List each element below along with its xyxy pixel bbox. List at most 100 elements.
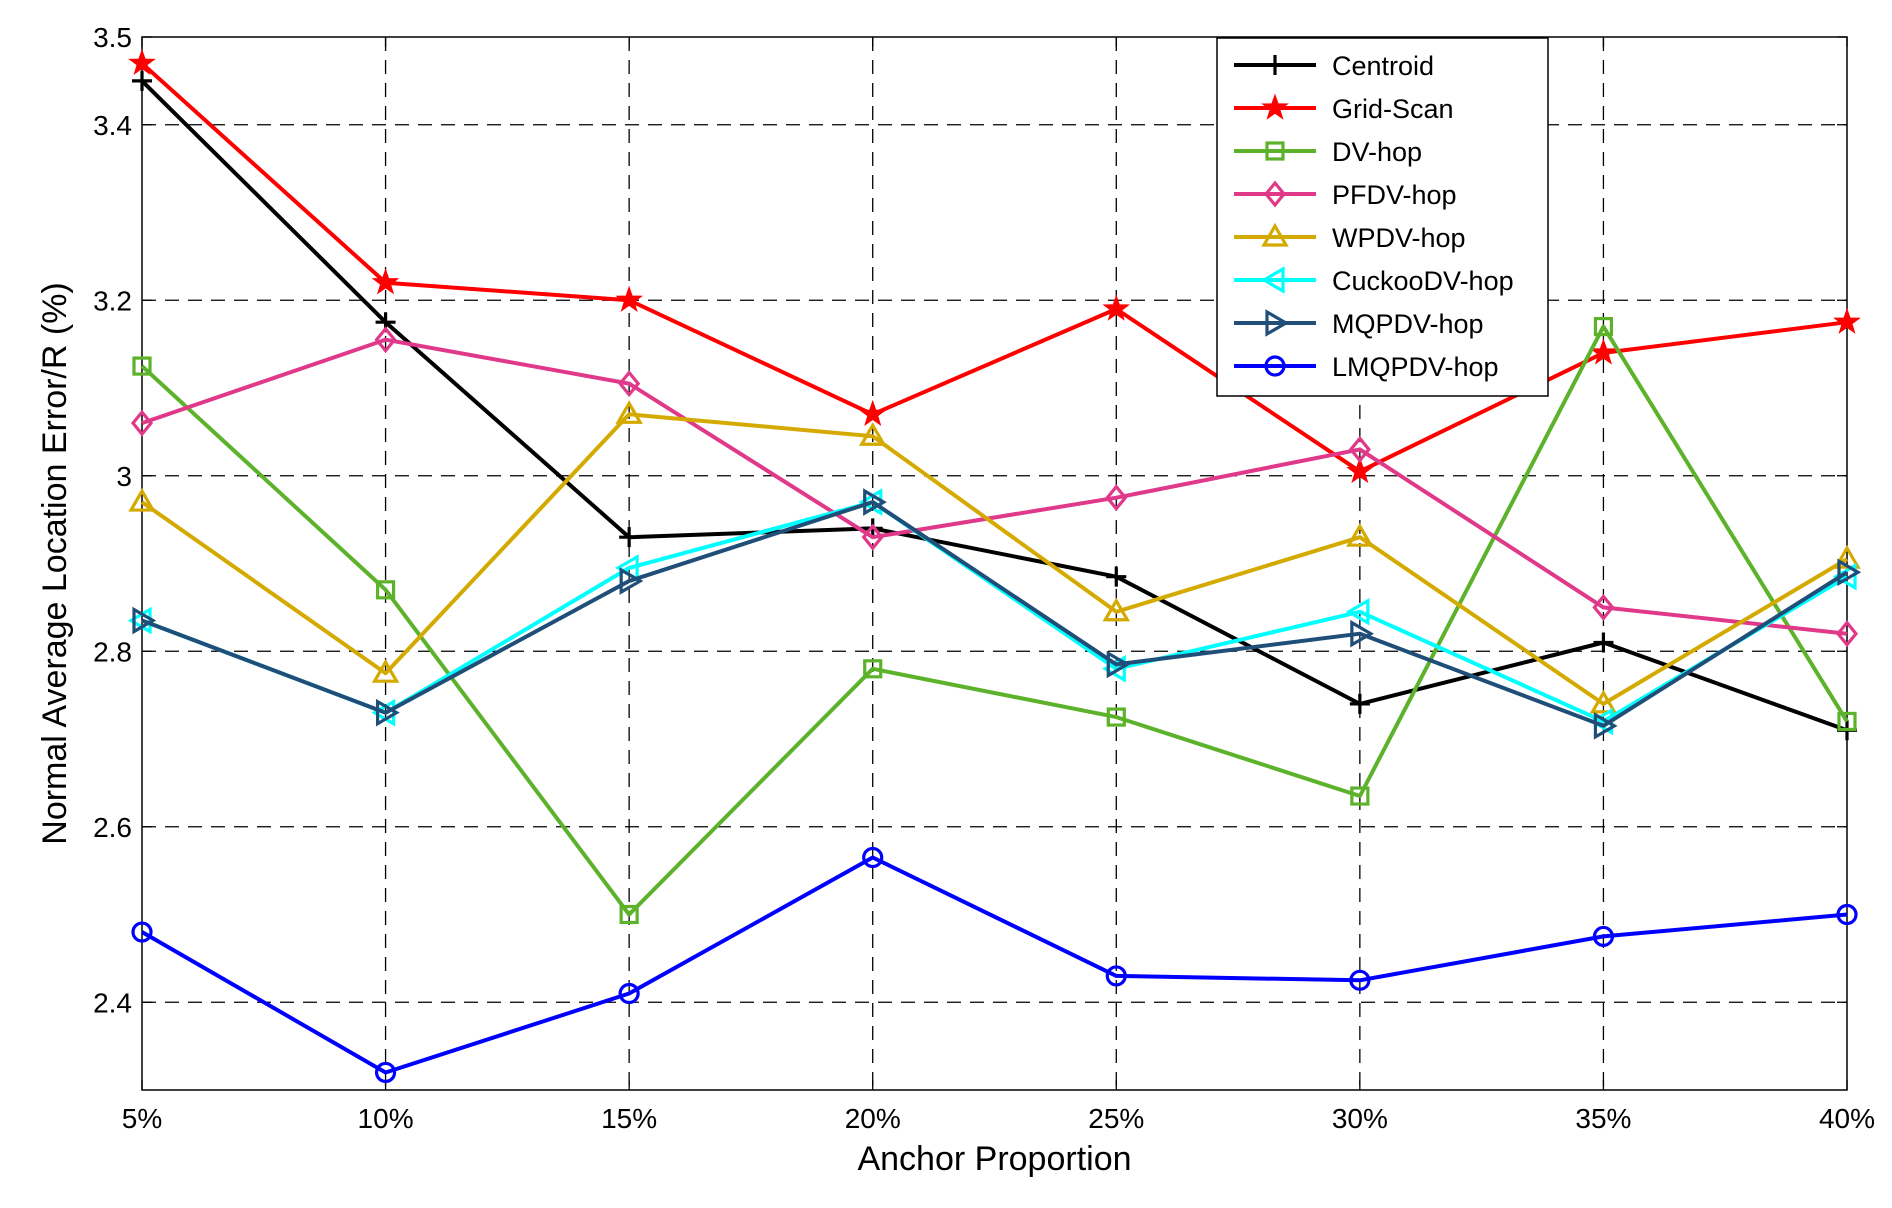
legend-label: CuckooDV-hop: [1332, 266, 1514, 296]
data-point-dv-hop: [375, 580, 396, 600]
grid: [142, 37, 1847, 1090]
series-pfdv-hop: [130, 326, 1859, 648]
data-point-wpdv-hop: [1346, 522, 1374, 547]
data-point-centroid: [132, 70, 152, 91]
data-point-mqpdv-hop: [132, 606, 157, 635]
x-tick-label: 20%: [845, 1103, 901, 1134]
data-point-mqpdv-hop: [1593, 712, 1618, 740]
data-point-centroid: [1349, 693, 1370, 714]
y-tick-label: 3.5: [93, 22, 132, 53]
x-tick-label: 25%: [1088, 1103, 1144, 1134]
legend-item-dv-hop: DV-hop: [1234, 137, 1422, 167]
series-centroid: [132, 70, 1857, 741]
data-point-grid-scan: [1102, 294, 1131, 321]
y-tick-label: 2.4: [93, 987, 132, 1018]
data-point-pfdv-hop: [861, 523, 884, 551]
data-point-pfdv-hop: [1348, 435, 1371, 463]
legend-label: PFDV-hop: [1332, 180, 1457, 210]
series-line-cuckoodv-hop: [141, 500, 1849, 724]
legend-swatch-marker: [1261, 93, 1289, 120]
data-point-centroid: [1106, 566, 1127, 587]
series-wpdv-hop: [128, 400, 1861, 714]
series-mqpdv-hop: [132, 488, 1862, 740]
data-point-wpdv-hop: [858, 422, 887, 446]
data-point-grid-scan: [128, 48, 156, 76]
series-line-dv-hop: [140, 324, 1849, 917]
data-point-pfdv-hop: [618, 370, 641, 398]
legend-label: MQPDV-hop: [1332, 309, 1484, 339]
legend-item-grid-scan: Grid-Scan: [1234, 93, 1454, 124]
data-point-mqpdv-hop: [1350, 619, 1375, 648]
legend-swatch-marker: [1260, 266, 1285, 294]
legend-swatch-marker: [1265, 309, 1290, 337]
series-line-centroid: [140, 79, 1848, 733]
data-point-lmqpdv-hop: [1105, 965, 1127, 987]
data-point-dv-hop: [132, 356, 152, 376]
data-point-dv-hop: [863, 659, 883, 679]
y-tick-label: 3: [116, 461, 132, 492]
data-point-pfdv-hop: [1105, 484, 1128, 512]
x-tick-label: 5%: [122, 1103, 162, 1134]
data-point-grid-scan: [1833, 307, 1861, 334]
data-point-grid-scan: [371, 268, 400, 295]
legend-swatch-marker: [1264, 355, 1286, 377]
data-point-pfdv-hop: [130, 409, 154, 437]
y-tick-label: 3.2: [93, 285, 132, 316]
legend-item-centroid: Centroid: [1234, 51, 1434, 81]
data-point-centroid: [1593, 632, 1614, 653]
axis-ticks: 5% 10% 15% 20% 25% 30% 35% 40% 2.4 2.6 2.8 3 3.2 3.4 3…: [93, 22, 1875, 1134]
series-dv-hop: [132, 316, 1857, 925]
data-point-wpdv-hop: [371, 658, 400, 683]
series-grid-scan: [128, 48, 1861, 484]
legend-item-pfdv-hop: PFDV-hop: [1234, 180, 1457, 210]
x-tick-label: 10%: [358, 1103, 414, 1134]
series-line-pfdv-hop: [141, 337, 1848, 636]
legend-swatch-marker: [1263, 180, 1287, 208]
data-point-lmqpdv-hop: [374, 1061, 397, 1084]
data-point-lmqpdv-hop: [131, 921, 153, 943]
data-point-grid-scan: [1346, 456, 1374, 484]
data-point-pfdv-hop: [1835, 620, 1859, 648]
plot-area-frame: [141, 36, 1848, 1091]
data-point-mqpdv-hop: [1106, 650, 1131, 679]
data-point-lmqpdv-hop: [618, 982, 640, 1005]
legend: Centroid Grid-Scan DV-hop PFDV-hop WPDV-hop C…: [1216, 37, 1549, 397]
data-point-mqpdv-hop: [1837, 558, 1862, 587]
data-point-wpdv-hop: [1589, 689, 1618, 714]
data-point-lmqpdv-hop: [862, 846, 884, 869]
series-line-grid-scan: [140, 61, 1848, 474]
legend-item-wpdv-hop: WPDV-hop: [1234, 222, 1466, 253]
series-lmqpdv-hop: [131, 846, 1858, 1084]
y-tick-label: 3.4: [93, 110, 132, 141]
x-tick-label: 30%: [1332, 1103, 1388, 1134]
series-line-lmqpdv-hop: [141, 855, 1848, 1075]
legend-item-cuckoodv-hop: CuckooDV-hop: [1234, 266, 1514, 296]
data-point-grid-scan: [1589, 338, 1618, 365]
data-point-lmqpdv-hop: [1836, 903, 1858, 926]
legend-label: Grid-Scan: [1332, 94, 1454, 124]
x-tick-label: 35%: [1575, 1103, 1631, 1134]
data-point-lmqpdv-hop: [1349, 969, 1371, 991]
legend-label: LMQPDV-hop: [1332, 352, 1499, 382]
x-axis-title: Anchor Proportion: [857, 1140, 1131, 1178]
data-point-centroid: [619, 527, 640, 548]
data-point-wpdv-hop: [615, 400, 643, 424]
series-line-mqpdv-hop: [141, 500, 1849, 728]
data-point-mqpdv-hop: [619, 567, 644, 595]
data-point-grid-scan: [615, 285, 643, 313]
data-point-dv-hop: [1837, 711, 1857, 732]
data-point-cuckoodv-hop: [1345, 597, 1370, 626]
legend-label: WPDV-hop: [1332, 223, 1466, 253]
data-point-dv-hop: [619, 904, 639, 925]
legend-swatch-marker: [1265, 55, 1285, 75]
data-point-mqpdv-hop: [863, 488, 887, 516]
data-point-dv-hop: [1350, 786, 1370, 806]
legend-box: [1216, 37, 1549, 397]
data-point-dv-hop: [1593, 316, 1614, 337]
data-point-grid-scan: [858, 399, 887, 427]
y-tick-label: 2.8: [93, 636, 132, 667]
data-point-pfdv-hop: [1592, 593, 1615, 621]
x-tick-label: 15%: [601, 1103, 657, 1134]
